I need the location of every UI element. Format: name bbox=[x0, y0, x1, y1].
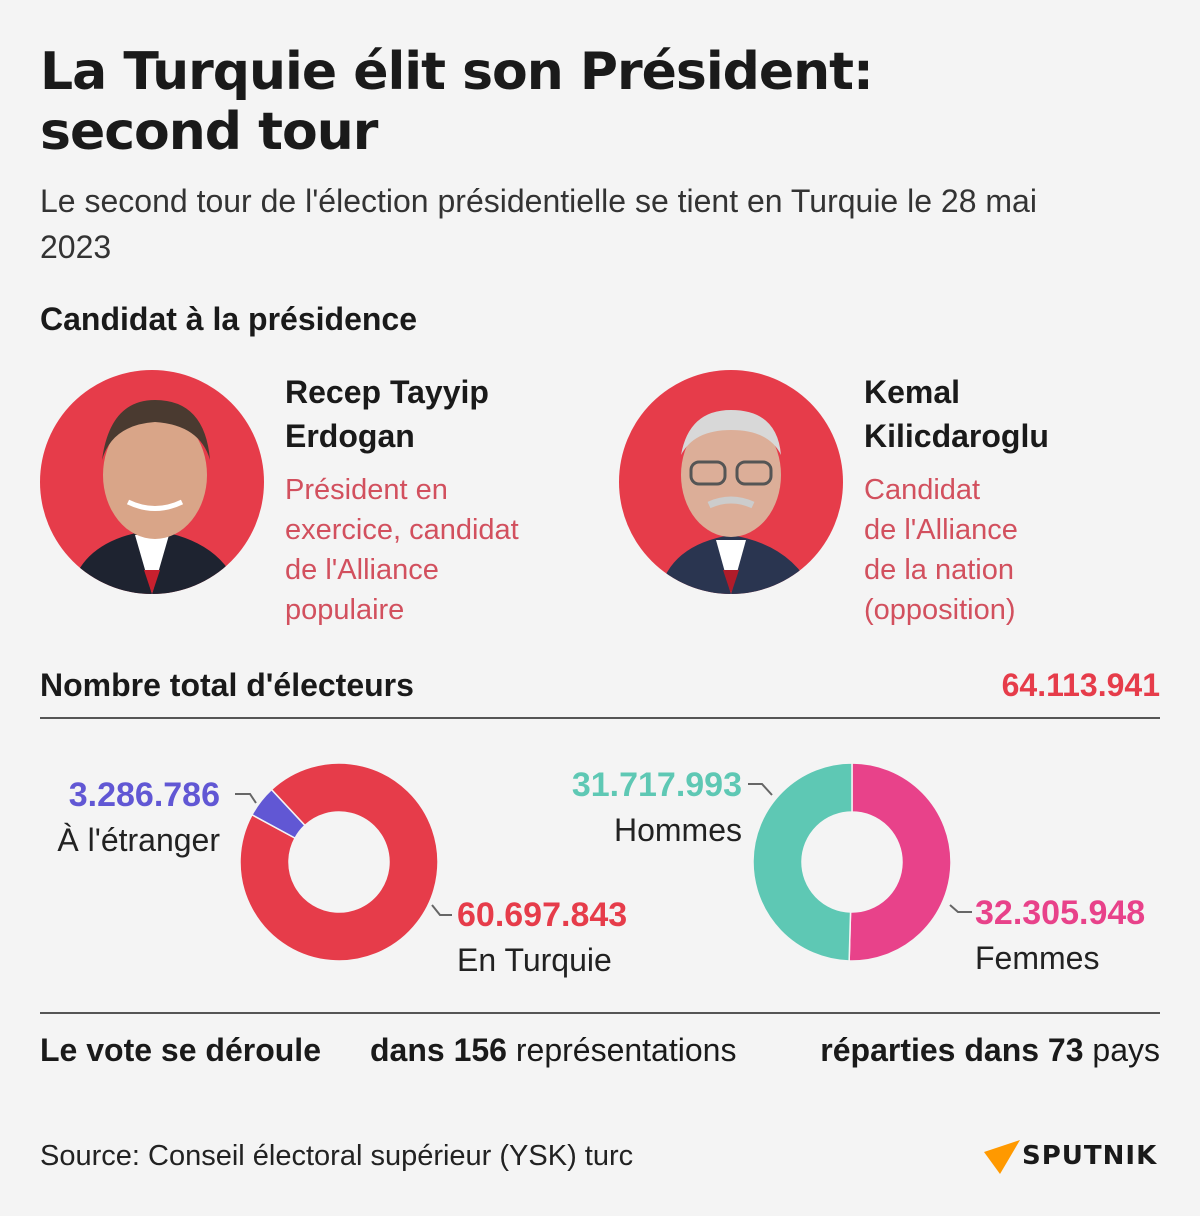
leader-line bbox=[949, 904, 972, 913]
vote-row: Le vote se déroule dans 156 représentati… bbox=[40, 1030, 1160, 1070]
total-row: Nombre total d'électeurs 64.113.941 bbox=[40, 666, 1160, 704]
leader-line bbox=[748, 783, 773, 796]
candidates-heading: Candidat à la présidence bbox=[40, 301, 418, 337]
candidate-name: Recep Tayyip Erdogan bbox=[285, 374, 489, 454]
men-value: 31.717.993 bbox=[571, 766, 742, 804]
turkey-value: 60.697.843 bbox=[457, 896, 628, 934]
title-line: second tour bbox=[40, 102, 378, 162]
sputnik-logo: SPUTNIK bbox=[984, 1138, 1157, 1174]
women-label: Femmes bbox=[975, 940, 1100, 976]
logo-text: SPUTNIK bbox=[1022, 1141, 1158, 1171]
divider bbox=[40, 717, 1160, 719]
donut-slice-femmes bbox=[848, 762, 952, 962]
candidate-description: Président en exercice, candidat de l'Allia… bbox=[285, 474, 519, 626]
footer: Source: Conseil électoral supérieur (YSK… bbox=[40, 1138, 1160, 1174]
candidate-photo bbox=[40, 370, 264, 594]
vote-lead: Le vote se déroule bbox=[40, 1032, 321, 1068]
sputnik-triangle-icon bbox=[984, 1140, 1020, 1174]
total-voters-label: Nombre total d'électeurs bbox=[40, 667, 414, 703]
source: Source: Conseil électoral supérieur (YSK… bbox=[40, 1140, 634, 1172]
donut-slice--l-tranger bbox=[250, 788, 306, 840]
page-title: La Turquie élit son Président: second tou… bbox=[40, 42, 1160, 162]
vote-countries: réparties dans 73 pays bbox=[820, 1032, 1160, 1068]
portrait-icon bbox=[70, 400, 240, 594]
subtitle: Le second tour de l'élection présidentie… bbox=[40, 183, 1037, 265]
abroad-label: À l'étranger bbox=[57, 822, 220, 858]
total-voters-value: 64.113.941 bbox=[1001, 667, 1160, 703]
turkey-label: En Turquie bbox=[457, 942, 612, 978]
portrait-icon bbox=[659, 410, 814, 594]
abroad-value: 3.286.786 bbox=[68, 776, 220, 814]
divider bbox=[40, 1012, 1160, 1014]
donut-slice-hommes bbox=[752, 762, 853, 962]
leader-line bbox=[235, 793, 257, 804]
candidate-name: Kemal Kilicdaroglu bbox=[864, 374, 1049, 454]
men-label: Hommes bbox=[613, 812, 742, 848]
vote-representations: dans 156 représentations bbox=[370, 1032, 737, 1068]
candidate-description: Candidat de l'Alliance de la nation (opposi… bbox=[864, 474, 1018, 626]
women-value: 32.305.948 bbox=[975, 894, 1146, 932]
charts-section: 3.286.786 À l'étranger 60.697.843 En Tur… bbox=[0, 740, 1200, 1000]
leader-line bbox=[431, 904, 452, 916]
candidate-photo bbox=[619, 370, 843, 594]
donut-charts bbox=[235, 762, 972, 962]
title-line: La Turquie élit son Président: bbox=[40, 42, 874, 102]
candidates-row: Recep Tayyip Erdogan Président en exercice… bbox=[40, 370, 1160, 630]
donut-slice-en-turquie bbox=[239, 762, 439, 962]
